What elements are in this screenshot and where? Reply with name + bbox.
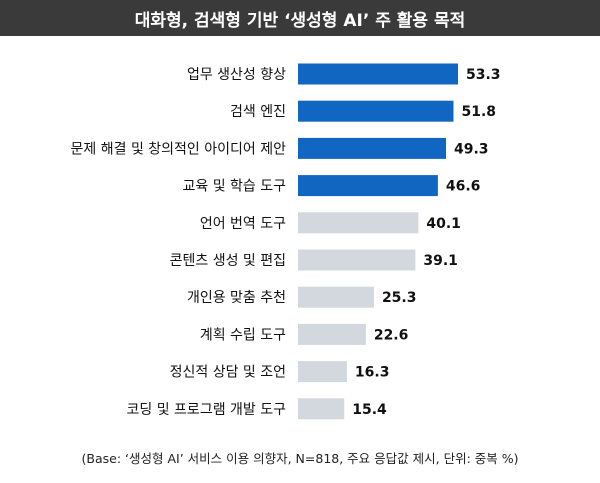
value-label: 40.1 (426, 216, 461, 232)
bar (298, 286, 374, 308)
value-label: 53.3 (466, 67, 501, 83)
bar (298, 398, 345, 420)
value-label: 49.3 (454, 141, 489, 157)
bar (298, 249, 416, 271)
value-label: 22.6 (374, 327, 409, 343)
bar (298, 175, 438, 197)
base-note: (Base: ‘생성형 AI’ 서비스 이용 의향자, N=818, 주요 응답… (81, 451, 519, 466)
bar (298, 361, 347, 383)
value-label: 15.4 (352, 402, 387, 418)
category-label: 코딩 및 프로그램 개발 도구 (127, 402, 287, 418)
bar-chart: 업무 생산성 향상 53.3 검색 엔진 51.8 문제 해결 및 창의적인 아이디어 … (71, 63, 501, 420)
category-label: 개인용 맞춤 추천 (187, 290, 286, 306)
category-label: 교육 및 학습 도구 (182, 179, 286, 195)
bar (298, 137, 446, 159)
value-label: 46.6 (446, 179, 481, 195)
category-label: 정신적 상담 및 조언 (170, 365, 286, 381)
category-label: 업무 생산성 향상 (187, 67, 286, 83)
value-label: 51.8 (461, 104, 496, 120)
chart-title-bar: 대화형, 검색형 기반 ‘생성형 AI’ 주 활용 목적 (0, 0, 600, 36)
category-label: 언어 번역 도구 (200, 216, 286, 232)
value-label: 25.3 (382, 290, 417, 306)
bar (298, 323, 366, 345)
category-label: 계획 수립 도구 (200, 327, 286, 343)
category-label: 콘텐츠 생성 및 편집 (170, 253, 286, 269)
bar (298, 212, 419, 234)
bar (298, 100, 454, 122)
category-label: 검색 엔진 (230, 104, 286, 120)
value-label: 16.3 (355, 365, 390, 381)
category-label: 문제 해결 및 창의적인 아이디어 제안 (71, 141, 287, 157)
value-label: 39.1 (423, 253, 458, 269)
bar (298, 63, 458, 85)
chart-title: 대화형, 검색형 기반 ‘생성형 AI’ 주 활용 목적 (134, 10, 466, 31)
